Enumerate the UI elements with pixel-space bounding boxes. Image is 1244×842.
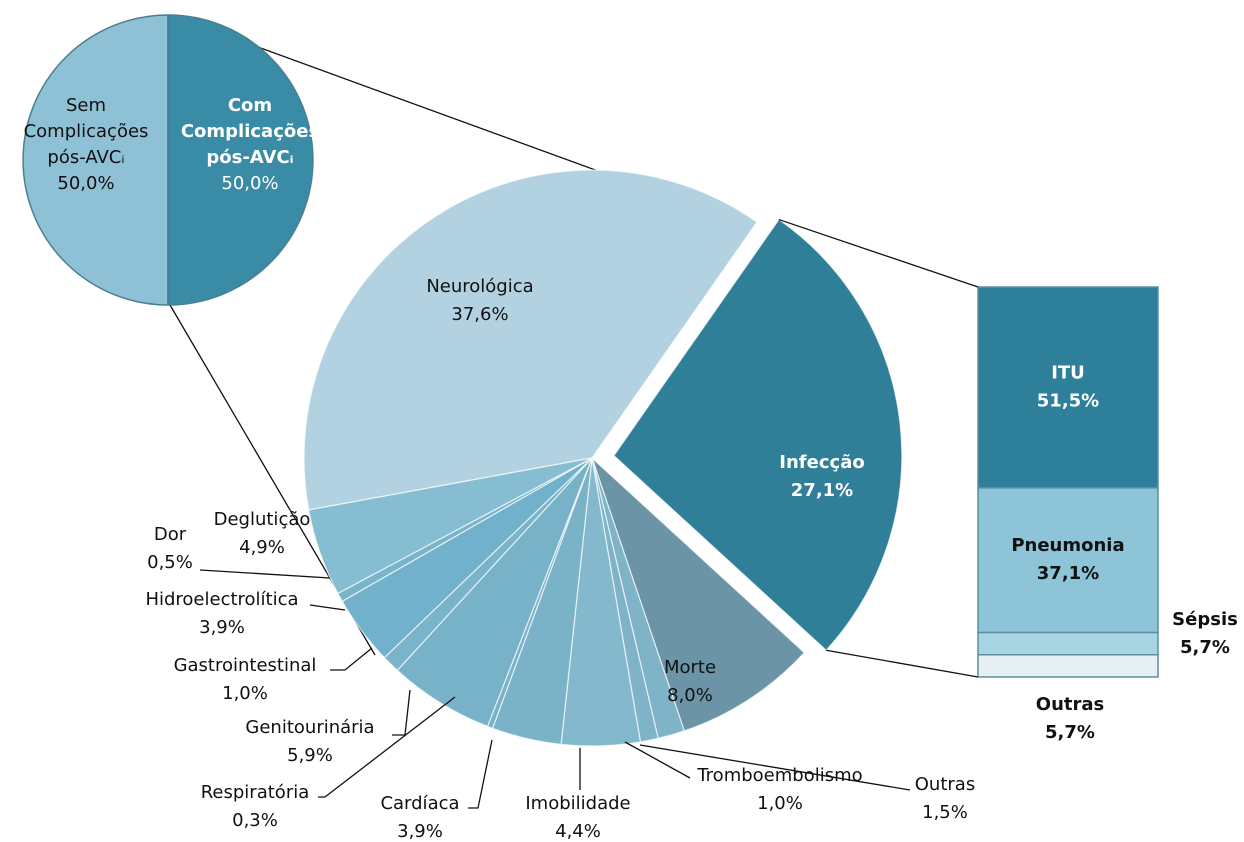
value-label: 0,3%	[232, 810, 278, 831]
leader-line	[639, 744, 911, 791]
value-label: 3,9%	[199, 617, 245, 638]
slice-label: ITU	[1051, 362, 1085, 383]
leader-line	[199, 569, 331, 579]
slice-label: Pneumonia	[1011, 535, 1124, 556]
bar-segment	[977, 654, 1159, 678]
leader-line	[468, 739, 493, 809]
slice-label: Com Complicações pós-AVCᵢ	[181, 95, 319, 168]
value-label: 1,0%	[757, 793, 803, 814]
slice	[303, 169, 758, 511]
leader-line	[309, 604, 346, 611]
slice-label: Outras	[915, 774, 975, 795]
value-label: 8,0%	[667, 685, 713, 706]
slice-label: Tromboembolismo	[696, 765, 862, 786]
value-label: 1,5%	[922, 802, 968, 823]
slice	[591, 457, 806, 732]
slice	[22, 14, 169, 306]
slice-label-line: pós-AVCᵢ	[206, 147, 293, 168]
value-label: 5,7%	[1045, 722, 1095, 743]
bar-segment	[977, 286, 1159, 489]
leader-line	[330, 647, 373, 671]
value-label: 5,7%	[1180, 637, 1230, 658]
leader-line	[624, 741, 691, 779]
slice-label: Respiratória	[201, 782, 310, 803]
slice-label: Gastrointestinal	[174, 655, 317, 676]
value-label: 4,4%	[555, 821, 601, 842]
slice	[613, 218, 903, 652]
slice-label: Sem Complicações pós-AVCᵢ	[24, 95, 149, 168]
bar-segment	[977, 487, 1159, 634]
leader-line	[392, 689, 411, 736]
slice-label-line: pós-AVCᵢ	[47, 147, 124, 168]
slice-label-line: Complicações	[181, 121, 319, 142]
slice-label-line: Complicações	[24, 121, 149, 142]
bar-segment	[977, 631, 1159, 656]
slice-label: Cardíaca	[380, 793, 459, 814]
value-label: 5,9%	[287, 745, 333, 766]
slice-label-line: Sem	[66, 95, 106, 116]
connector	[778, 218, 979, 288]
slice-label: Deglutição	[214, 509, 311, 530]
connector	[826, 649, 979, 678]
value-label: 50,0%	[57, 173, 114, 194]
slice-label: Imobilidade	[525, 793, 630, 814]
value-label: 50,0%	[221, 173, 278, 194]
slice-label: Neurológica	[426, 276, 533, 297]
leader-line	[318, 696, 456, 798]
value-label: 1,0%	[222, 683, 268, 704]
value-label: 51,5%	[1037, 390, 1099, 411]
slice-label: Dor	[154, 524, 187, 545]
slice-label: Sépsis	[1172, 609, 1238, 630]
value-label: 37,6%	[451, 304, 508, 325]
slice-label: Genitourinária	[245, 717, 374, 738]
slice-label: Infecção	[779, 452, 864, 473]
slice	[167, 14, 314, 306]
value-label: 3,9%	[397, 821, 443, 842]
value-label: 27,1%	[791, 480, 853, 501]
slice	[308, 457, 593, 595]
slice-label: Outras	[1036, 694, 1104, 715]
slice-label: Hidroelectrolítica	[145, 589, 298, 610]
value-label: 4,9%	[239, 537, 285, 558]
slice-label: Morte	[664, 657, 716, 678]
value-label: 37,1%	[1037, 563, 1099, 584]
value-label: 0,5%	[147, 552, 193, 573]
slice-label-line: Com	[228, 95, 272, 116]
